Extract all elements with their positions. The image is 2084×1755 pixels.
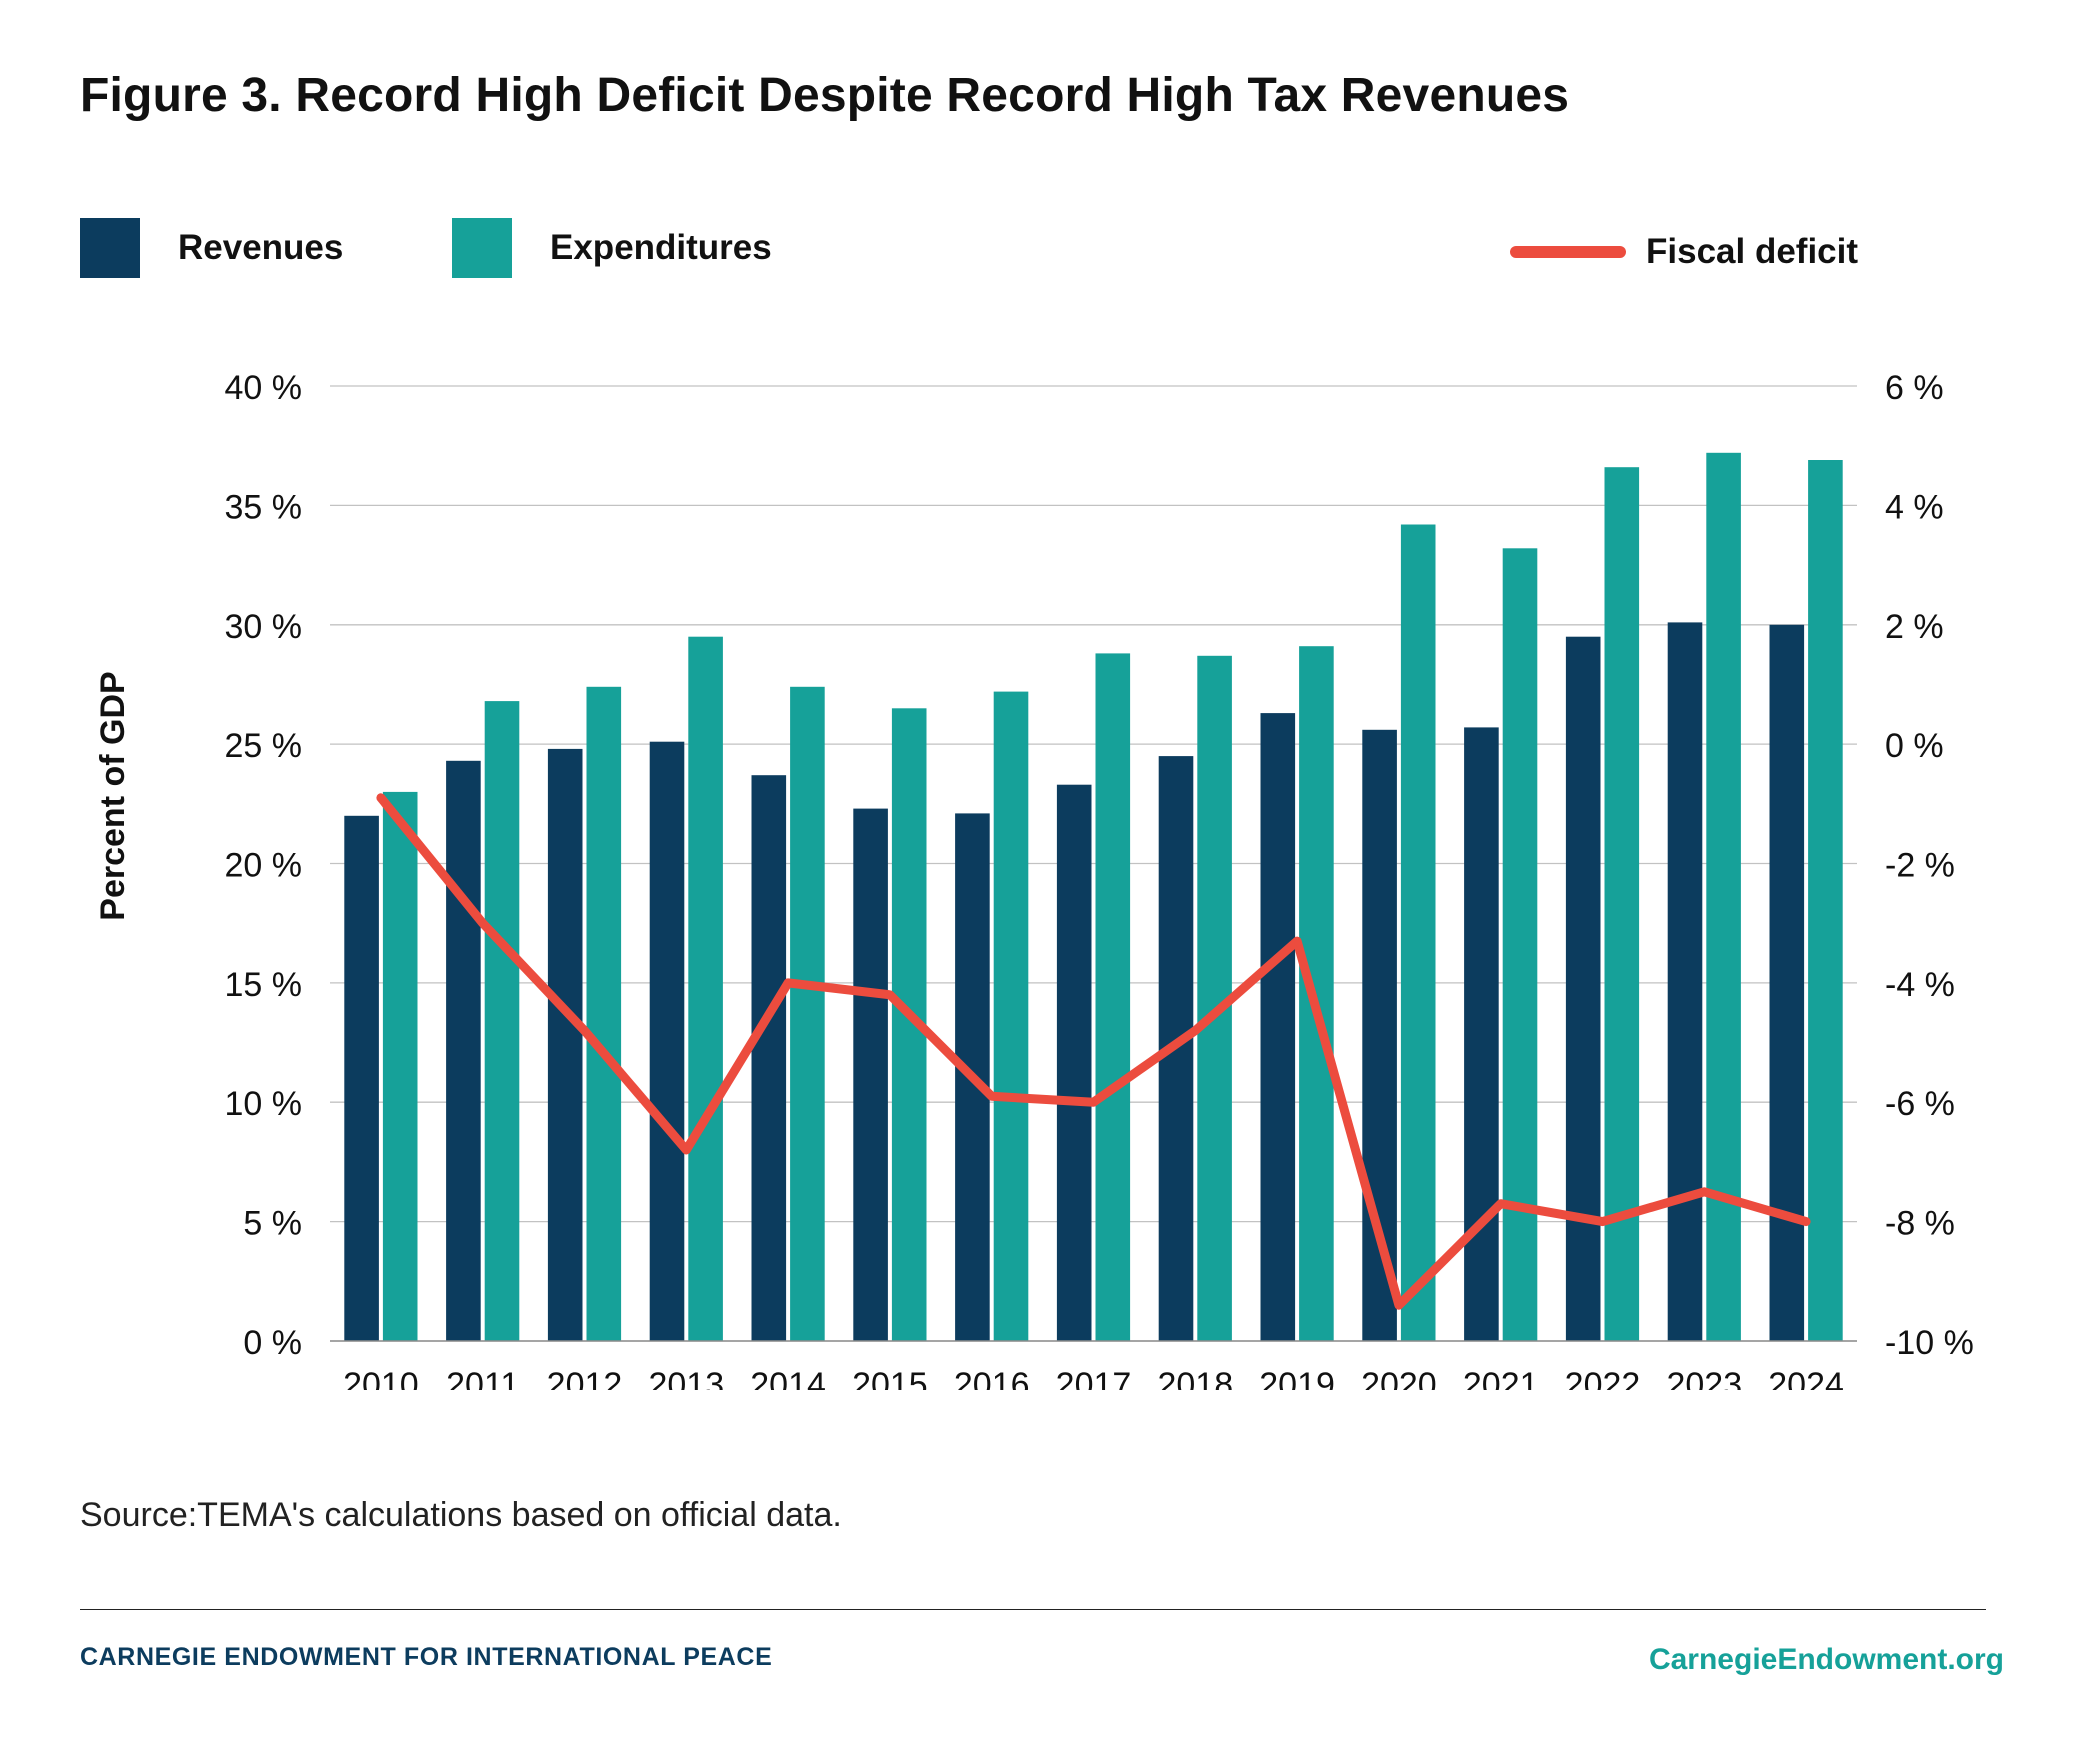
svg-text:2024: 2024 [1768, 1366, 1844, 1390]
svg-text:-8 %: -8 % [1885, 1205, 1955, 1243]
svg-text:10 %: 10 % [225, 1085, 303, 1123]
svg-text:20 %: 20 % [225, 847, 303, 885]
svg-text:2023: 2023 [1666, 1366, 1742, 1390]
svg-text:2013: 2013 [648, 1366, 724, 1390]
svg-text:2010: 2010 [343, 1366, 419, 1390]
svg-text:25 %: 25 % [225, 727, 303, 765]
svg-text:2016: 2016 [954, 1366, 1030, 1390]
svg-text:-10 %: -10 % [1885, 1324, 1974, 1362]
svg-text:2014: 2014 [750, 1366, 826, 1390]
svg-text:30 %: 30 % [225, 608, 303, 646]
svg-text:2012: 2012 [547, 1366, 623, 1390]
svg-text:2018: 2018 [1157, 1366, 1233, 1390]
svg-text:2021: 2021 [1463, 1366, 1539, 1390]
svg-text:2015: 2015 [852, 1366, 928, 1390]
svg-text:-2 %: -2 % [1885, 847, 1955, 885]
svg-text:40 %: 40 % [225, 369, 303, 407]
svg-text:-4 %: -4 % [1885, 966, 1955, 1004]
svg-text:2020: 2020 [1361, 1366, 1437, 1390]
svg-text:-6 %: -6 % [1885, 1085, 1955, 1123]
svg-text:2011: 2011 [446, 1366, 519, 1390]
svg-text:2022: 2022 [1565, 1366, 1641, 1390]
svg-text:15 %: 15 % [225, 966, 303, 1004]
svg-text:0 %: 0 % [1885, 727, 1944, 765]
svg-text:35 %: 35 % [225, 488, 303, 526]
svg-text:4 %: 4 % [1885, 488, 1944, 526]
svg-text:2019: 2019 [1259, 1366, 1335, 1390]
svg-text:0 %: 0 % [243, 1324, 302, 1362]
svg-text:2017: 2017 [1056, 1366, 1132, 1390]
svg-text:5 %: 5 % [243, 1205, 302, 1243]
svg-text:2 %: 2 % [1885, 608, 1944, 646]
svg-text:6 %: 6 % [1885, 369, 1944, 407]
